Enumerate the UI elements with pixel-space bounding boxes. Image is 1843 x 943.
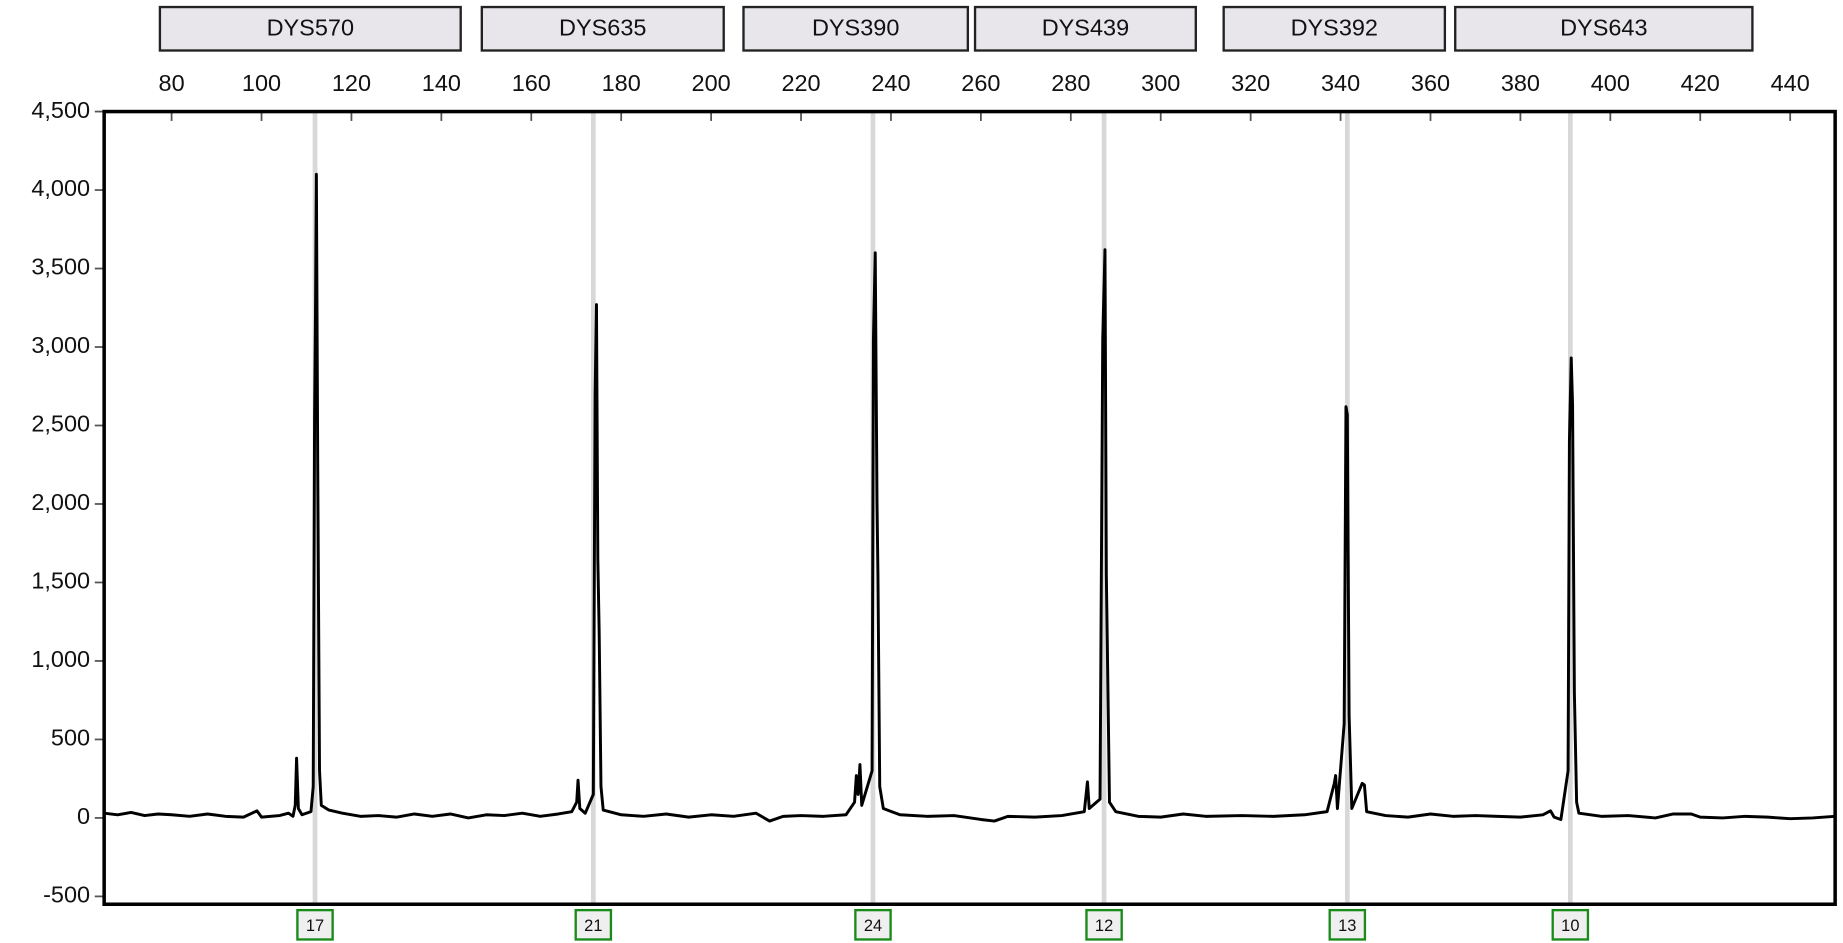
locus-label: DYS570 xyxy=(267,15,354,41)
locus-label: DYS390 xyxy=(812,15,899,41)
y-tick-label: -500 xyxy=(43,882,90,908)
y-tick-label: 2,500 xyxy=(31,411,90,437)
x-tick-label: 440 xyxy=(1771,70,1810,96)
allele-label: 13 xyxy=(1338,917,1356,935)
locus-label: DYS439 xyxy=(1042,15,1129,41)
x-tick-label: 220 xyxy=(781,70,820,96)
x-tick-label: 100 xyxy=(242,70,281,96)
locus-box xyxy=(480,5,725,52)
allele-box xyxy=(1085,908,1123,941)
y-tick-label: 3,000 xyxy=(31,332,90,358)
y-tick-label: 4,500 xyxy=(31,97,90,123)
x-tick-label: 160 xyxy=(512,70,551,96)
x-tick-label: 340 xyxy=(1321,70,1360,96)
locus-label: DYS643 xyxy=(1560,15,1647,41)
locus-box xyxy=(742,5,970,52)
y-tick-label: 2,000 xyxy=(31,489,90,515)
x-tick-label: 280 xyxy=(1051,70,1090,96)
x-tick-label: 200 xyxy=(692,70,731,96)
allele-box xyxy=(574,908,613,941)
y-tick-label: 4,000 xyxy=(31,175,90,201)
x-tick-label: 380 xyxy=(1501,70,1540,96)
x-tick-label: 420 xyxy=(1681,70,1720,96)
allele-label: 21 xyxy=(584,917,602,935)
x-tick-label: 260 xyxy=(961,70,1000,96)
y-tick-label: 1,500 xyxy=(31,568,90,594)
x-tick-label: 180 xyxy=(602,70,641,96)
allele-box xyxy=(1328,908,1367,941)
allele-label: 10 xyxy=(1561,917,1579,935)
locus-box xyxy=(973,5,1197,52)
locus-label: DYS392 xyxy=(1291,15,1378,41)
x-tick-label: 240 xyxy=(871,70,910,96)
x-tick-label: 300 xyxy=(1141,70,1180,96)
x-tick-label: 360 xyxy=(1411,70,1450,96)
allele-label: 12 xyxy=(1095,917,1113,935)
locus-box xyxy=(1454,5,1754,52)
y-tick-label: 3,500 xyxy=(31,254,90,280)
x-tick-label: 400 xyxy=(1591,70,1630,96)
locus-label: DYS635 xyxy=(559,15,646,41)
x-tick-label: 120 xyxy=(332,70,371,96)
y-tick-label: 0 xyxy=(77,803,90,829)
allele-label: 17 xyxy=(306,917,324,935)
allele-box xyxy=(1551,908,1590,941)
locus-box xyxy=(158,5,462,52)
x-tick-label: 80 xyxy=(159,70,185,96)
allele-box xyxy=(854,908,892,941)
trace-line xyxy=(103,172,1836,823)
allele-box xyxy=(296,908,334,941)
y-tick-label: 500 xyxy=(51,725,90,751)
locus-box xyxy=(1222,5,1447,52)
allele-label: 24 xyxy=(864,917,882,935)
x-tick-label: 320 xyxy=(1231,70,1270,96)
y-tick-label: 1,000 xyxy=(31,646,90,672)
x-tick-label: 140 xyxy=(422,70,461,96)
plot-frame xyxy=(102,109,1837,907)
